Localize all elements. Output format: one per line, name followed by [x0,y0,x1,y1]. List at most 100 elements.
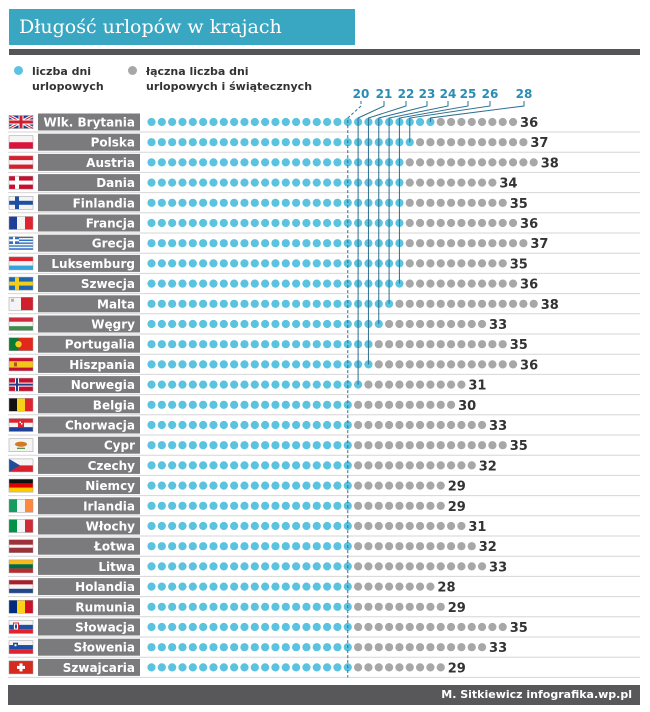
vacation-day-dot [209,259,218,268]
legend-total-dot [128,66,137,75]
country-label: Luksemburg [51,257,135,271]
holiday-day-dot [477,643,487,652]
flag-part [15,441,27,447]
holiday-day-dot [467,643,476,652]
flag-part [15,341,22,348]
holiday-day-dot [457,259,466,268]
vacation-day-dot [147,602,156,611]
vacation-day-dot [230,239,239,248]
vacation-day-dot [147,279,156,288]
vacation-day-dot [271,178,280,187]
vacation-day-dot [302,319,311,329]
country-label-bg [38,194,140,212]
vacation-day-dot [281,420,290,430]
vacation-day-dot [157,521,166,531]
holiday-day-dot [364,622,373,632]
holiday-day-dot [384,441,394,450]
holiday-day-dot [415,461,425,470]
holiday-day-dot [498,299,507,308]
vacation-day-dot [261,380,270,389]
vacation-day-dot [323,218,332,228]
vacation-day-dot [188,340,197,349]
vacation-day-dot [323,582,332,591]
marker-tick-label: 22 [398,87,415,101]
vacation-day-dot [147,158,156,167]
vacation-day-dot [261,239,270,248]
vacation-day-dot [312,521,321,531]
holiday-day-dot [436,218,445,228]
holiday-day-dot [384,319,394,329]
holiday-day-dot [446,542,456,551]
holiday-day-dot [477,441,487,450]
vacation-day-dot [219,239,228,248]
flag-border [8,297,34,311]
flag-part [15,624,17,629]
vacation-day-dot [188,542,197,551]
vacation-day-dot [312,380,321,389]
country-row: Austria 38 [8,153,640,173]
holiday-day-dot [477,299,487,308]
flag-part [9,248,33,250]
flag-part [14,362,17,367]
flag-part [9,337,19,351]
vacation-day-dot [219,521,228,531]
holiday-day-dot [446,117,456,127]
vacation-day-dot [312,420,321,430]
flag-border [8,499,34,513]
country-label: Irlandia [83,499,135,513]
vacation-day-dot [219,158,228,167]
vacation-day-dot [250,380,259,389]
vacation-day-dot [209,138,218,147]
country-label-bg [38,295,140,313]
vacation-day-dot [271,380,280,389]
holiday-day-dot [405,158,414,167]
vacation-day-dot [209,441,218,450]
holiday-day-dot [415,481,425,490]
holiday-day-dot [426,582,435,591]
flag-part [9,624,33,630]
no-flag-icon [8,377,34,392]
vacation-day-dot [240,643,249,652]
flag-part [9,239,33,242]
holiday-day-dot [498,360,507,369]
country-label-bg [38,355,140,373]
vacation-day-dot [302,622,311,632]
vacation-day-dot [209,158,218,167]
total-days-value: 37 [530,237,548,252]
vacation-day-dot [281,319,290,329]
vacation-day-dot [312,602,321,611]
vacation-day-dot [323,461,332,470]
vacation-day-dot [323,501,332,510]
vacation-day-dot [343,360,352,369]
vacation-day-dot [168,117,177,127]
holiday-day-dot [395,360,404,369]
holiday-day-dot [364,400,373,409]
flag-part [9,620,33,625]
vacation-day-dot [188,501,197,510]
vacation-day-dot [281,117,290,127]
vacation-day-dot [230,501,239,510]
vacation-day-dot [333,643,342,652]
vacation-day-dot [199,643,208,652]
total-days-value: 29 [448,601,466,616]
vacation-day-dot [230,582,239,591]
flag-part [17,665,25,669]
flag-part [17,398,25,412]
country-label: Norwegia [71,378,135,392]
holiday-day-dot [405,542,414,551]
holiday-day-dot [426,198,435,207]
holiday-day-dot [488,117,497,127]
flag-border [8,478,34,493]
vacation-day-dot [323,117,332,127]
flag-part [9,180,33,185]
vacation-day-dot [281,158,290,167]
flag-part [9,584,33,589]
holiday-day-dot [384,582,394,591]
holiday-day-dot [477,117,487,127]
vacation-day-dot [250,279,259,288]
country-row: Litwa 33 [8,557,640,577]
holiday-day-dot [477,319,487,329]
flag-border [8,519,34,533]
holiday-day-dot [405,622,414,632]
country-label-bg [38,618,140,636]
